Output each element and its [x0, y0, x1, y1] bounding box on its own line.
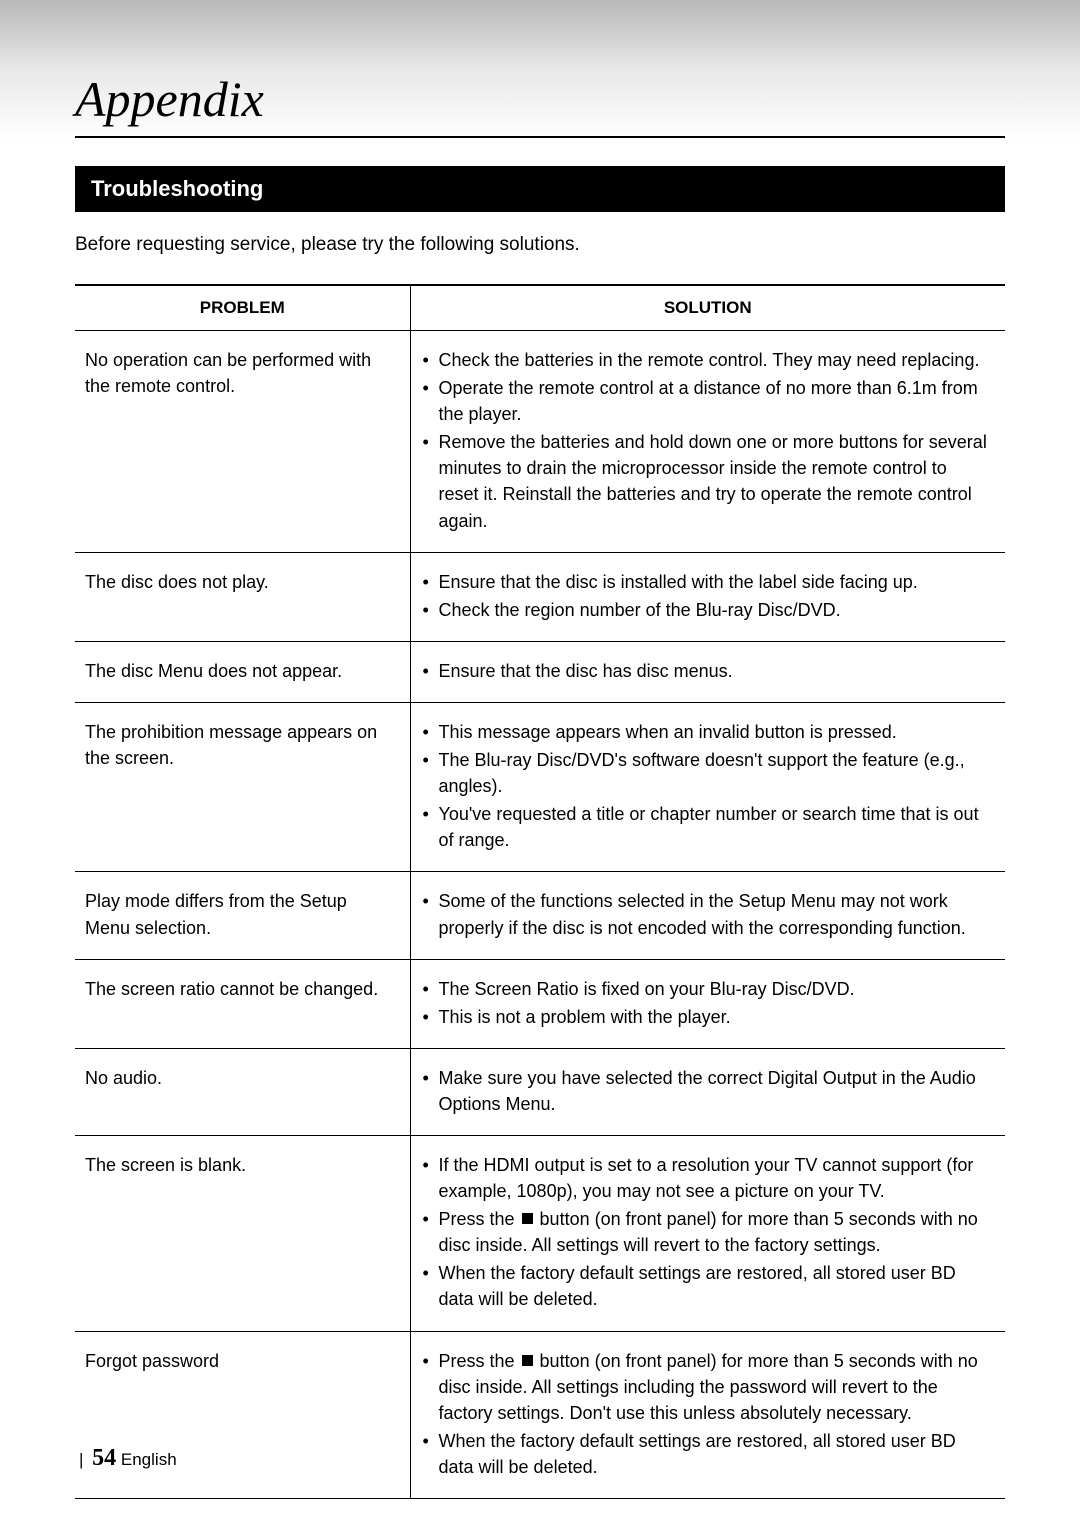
problem-cell: The disc does not play. — [75, 552, 410, 641]
solution-cell: This message appears when an invalid but… — [410, 702, 1005, 871]
table-header-row: PROBLEM SOLUTION — [75, 285, 1005, 331]
solution-list: Ensure that the disc has disc menus. — [421, 658, 992, 684]
solution-item: Ensure that the disc has disc menus. — [421, 658, 992, 684]
problem-cell: The prohibition message appears on the s… — [75, 702, 410, 871]
problem-cell: No operation can be performed with the r… — [75, 331, 410, 553]
solution-item: If the HDMI output is set to a resolutio… — [421, 1152, 992, 1204]
solution-item: The Screen Ratio is fixed on your Blu-ra… — [421, 976, 992, 1002]
solution-item: Make sure you have selected the correct … — [421, 1065, 992, 1117]
solution-cell: Press the button (on front panel) for mo… — [410, 1331, 1005, 1498]
solution-list: Check the batteries in the remote contro… — [421, 347, 992, 534]
table-row: Forgot passwordPress the button (on fron… — [75, 1331, 1005, 1498]
solution-item: Check the batteries in the remote contro… — [421, 347, 992, 373]
table-row: The prohibition message appears on the s… — [75, 702, 1005, 871]
solution-item: Ensure that the disc is installed with t… — [421, 569, 992, 595]
troubleshooting-table: PROBLEM SOLUTION No operation can be per… — [75, 284, 1005, 1499]
solution-cell: Ensure that the disc has disc menus. — [410, 641, 1005, 702]
solution-item: Press the button (on front panel) for mo… — [421, 1206, 992, 1258]
problem-cell: Play mode differs from the Setup Menu se… — [75, 872, 410, 959]
column-header-problem: PROBLEM — [75, 285, 410, 331]
solution-list: Ensure that the disc is installed with t… — [421, 569, 992, 623]
solution-cell: Ensure that the disc is installed with t… — [410, 552, 1005, 641]
solution-item: The Blu-ray Disc/DVD's software doesn't … — [421, 747, 992, 799]
solution-list: This message appears when an invalid but… — [421, 719, 992, 853]
table-row: No audio.Make sure you have selected the… — [75, 1048, 1005, 1135]
table-row: The disc Menu does not appear. Ensure tha… — [75, 641, 1005, 702]
solution-item: When the factory default settings are re… — [421, 1428, 992, 1480]
solution-list: The Screen Ratio is fixed on your Blu-ra… — [421, 976, 992, 1030]
stop-icon — [522, 1355, 533, 1366]
solution-item: Remove the batteries and hold down one o… — [421, 429, 992, 533]
solution-cell: Check the batteries in the remote contro… — [410, 331, 1005, 553]
solution-list: If the HDMI output is set to a resolutio… — [421, 1152, 992, 1313]
solution-item: This is not a problem with the player. — [421, 1004, 992, 1030]
table-row: The disc does not play. Ensure that the d… — [75, 552, 1005, 641]
solution-item: Operate the remote control at a distance… — [421, 375, 992, 427]
solution-item: Some of the functions selected in the Se… — [421, 888, 992, 940]
solution-cell: The Screen Ratio is fixed on your Blu-ra… — [410, 959, 1005, 1048]
solution-cell: Some of the functions selected in the Se… — [410, 872, 1005, 959]
table-row: Play mode differs from the Setup Menu se… — [75, 872, 1005, 959]
solution-cell: Make sure you have selected the correct … — [410, 1048, 1005, 1135]
solution-list: Some of the functions selected in the Se… — [421, 888, 992, 940]
solution-list: Make sure you have selected the correct … — [421, 1065, 992, 1117]
solution-cell: If the HDMI output is set to a resolutio… — [410, 1135, 1005, 1331]
solution-item: You've requested a title or chapter numb… — [421, 801, 992, 853]
problem-cell: Forgot password — [75, 1331, 410, 1498]
section-heading: Troubleshooting — [75, 166, 1005, 212]
intro-text: Before requesting service, please try th… — [75, 234, 1005, 256]
problem-cell: No audio. — [75, 1048, 410, 1135]
page-content: Appendix Troubleshooting Before requesti… — [0, 0, 1080, 1499]
solution-list: Press the button (on front panel) for mo… — [421, 1348, 992, 1480]
table-row: The screen ratio cannot be changed. The S… — [75, 959, 1005, 1048]
solution-item: This message appears when an invalid but… — [421, 719, 992, 745]
solution-item: Press the button (on front panel) for mo… — [421, 1348, 992, 1426]
solution-item: When the factory default settings are re… — [421, 1260, 992, 1312]
problem-cell: The disc Menu does not appear. — [75, 641, 410, 702]
table-row: No operation can be performed with the r… — [75, 331, 1005, 553]
table-row: The screen is blank.If the HDMI output i… — [75, 1135, 1005, 1331]
problem-cell: The screen is blank. — [75, 1135, 410, 1331]
stop-icon — [522, 1213, 533, 1224]
column-header-solution: SOLUTION — [410, 285, 1005, 331]
problem-cell: The screen ratio cannot be changed. — [75, 959, 410, 1048]
solution-item: Check the region number of the Blu-ray D… — [421, 597, 992, 623]
page-title: Appendix — [75, 70, 1005, 138]
